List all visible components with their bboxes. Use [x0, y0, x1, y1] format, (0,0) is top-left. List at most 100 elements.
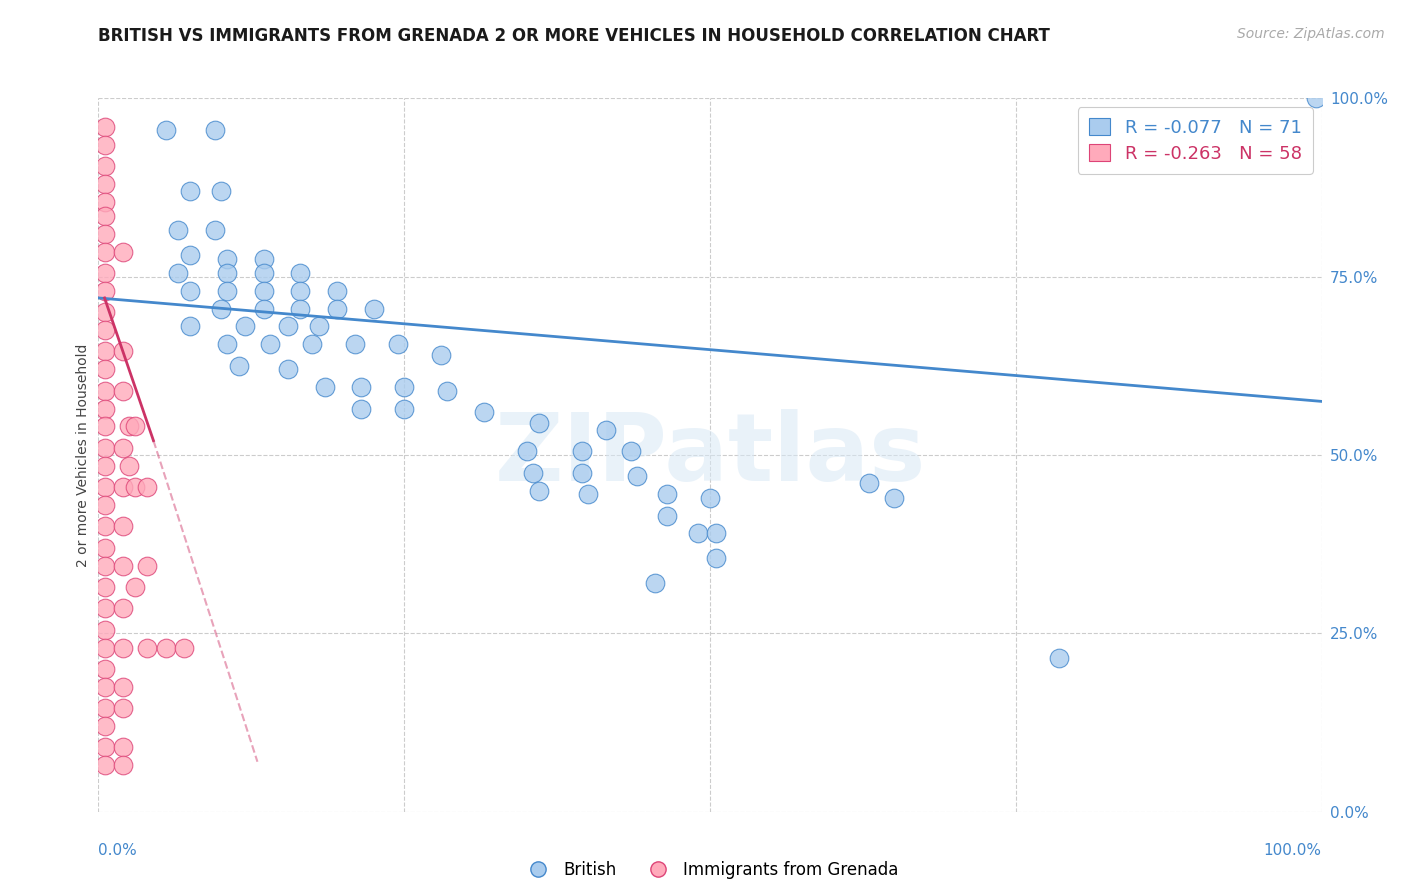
- Point: [111, 344, 134, 359]
- Point: [215, 252, 238, 266]
- Point: [93, 401, 115, 416]
- Point: [111, 601, 134, 615]
- Point: [136, 558, 159, 573]
- Point: [111, 758, 134, 772]
- Point: [111, 558, 134, 573]
- Point: [259, 337, 281, 351]
- Point: [571, 444, 593, 458]
- Text: 0.0%: 0.0%: [98, 843, 138, 858]
- Point: [111, 680, 134, 694]
- Point: [173, 640, 195, 655]
- Point: [686, 526, 709, 541]
- Text: BRITISH VS IMMIGRANTS FROM GRENADA 2 OR MORE VEHICLES IN HOUSEHOLD CORRELATION C: BRITISH VS IMMIGRANTS FROM GRENADA 2 OR …: [98, 27, 1050, 45]
- Point: [209, 301, 232, 316]
- Point: [204, 223, 226, 237]
- Point: [93, 137, 115, 152]
- Point: [430, 348, 453, 362]
- Text: Source: ZipAtlas.com: Source: ZipAtlas.com: [1237, 27, 1385, 41]
- Point: [626, 469, 648, 483]
- Point: [215, 337, 238, 351]
- Point: [515, 444, 537, 458]
- Point: [167, 266, 190, 280]
- Point: [93, 701, 115, 715]
- Point: [111, 480, 134, 494]
- Point: [252, 266, 274, 280]
- Point: [179, 184, 201, 198]
- Point: [111, 740, 134, 755]
- Point: [215, 284, 238, 298]
- Point: [179, 248, 201, 262]
- Point: [124, 580, 146, 594]
- Point: [124, 419, 146, 434]
- Point: [111, 701, 134, 715]
- Point: [93, 740, 115, 755]
- Point: [93, 209, 115, 223]
- Point: [576, 487, 599, 501]
- Point: [363, 301, 385, 316]
- Point: [93, 323, 115, 337]
- Point: [93, 519, 115, 533]
- Point: [93, 120, 115, 134]
- Point: [1047, 651, 1070, 665]
- Point: [93, 159, 115, 173]
- Point: [215, 266, 238, 280]
- Point: [93, 601, 115, 615]
- Point: [228, 359, 250, 373]
- Point: [595, 423, 617, 437]
- Point: [436, 384, 458, 398]
- Point: [277, 362, 299, 376]
- Point: [93, 194, 115, 209]
- Point: [111, 519, 134, 533]
- Text: ZIPatlas: ZIPatlas: [495, 409, 925, 501]
- Point: [1305, 91, 1327, 105]
- Point: [704, 526, 727, 541]
- Point: [93, 419, 115, 434]
- Point: [93, 623, 115, 637]
- Point: [93, 498, 115, 512]
- Point: [155, 123, 177, 137]
- Point: [93, 558, 115, 573]
- Point: [93, 719, 115, 733]
- Point: [883, 491, 905, 505]
- Point: [93, 458, 115, 473]
- Point: [704, 551, 727, 566]
- Point: [93, 362, 115, 376]
- Point: [277, 319, 299, 334]
- Point: [93, 680, 115, 694]
- Point: [93, 441, 115, 455]
- Point: [527, 416, 550, 430]
- Point: [209, 184, 232, 198]
- Point: [619, 444, 641, 458]
- Point: [167, 223, 190, 237]
- Text: 100.0%: 100.0%: [1264, 843, 1322, 858]
- Point: [118, 458, 141, 473]
- Point: [93, 177, 115, 191]
- Point: [93, 640, 115, 655]
- Legend: British, Immigrants from Grenada: British, Immigrants from Grenada: [515, 855, 905, 886]
- Point: [111, 384, 134, 398]
- Point: [657, 487, 679, 501]
- Point: [93, 266, 115, 280]
- Point: [472, 405, 495, 419]
- Point: [93, 758, 115, 772]
- Point: [308, 319, 330, 334]
- Point: [657, 508, 679, 523]
- Point: [111, 441, 134, 455]
- Point: [179, 319, 201, 334]
- Point: [314, 380, 336, 394]
- Point: [93, 384, 115, 398]
- Point: [155, 640, 177, 655]
- Point: [522, 466, 544, 480]
- Point: [252, 284, 274, 298]
- Point: [118, 419, 141, 434]
- Point: [93, 541, 115, 555]
- Point: [204, 123, 226, 137]
- Point: [290, 301, 312, 316]
- Point: [350, 401, 373, 416]
- Point: [136, 640, 159, 655]
- Point: [93, 662, 115, 676]
- Point: [252, 252, 274, 266]
- Point: [93, 480, 115, 494]
- Point: [111, 244, 134, 259]
- Point: [93, 344, 115, 359]
